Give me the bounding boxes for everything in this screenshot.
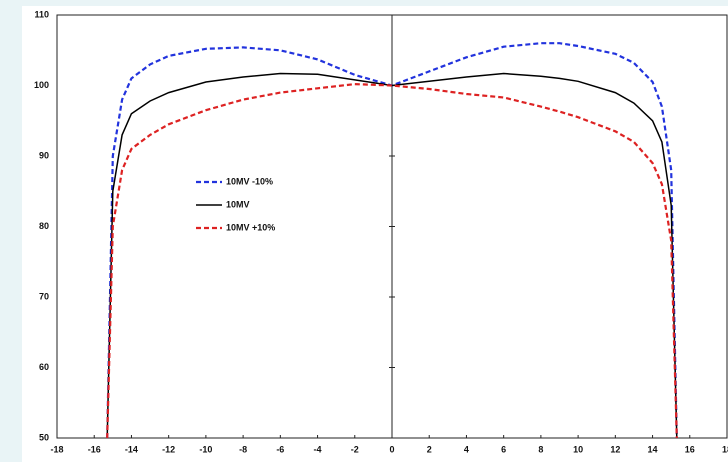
y-tick-label: 50: [39, 432, 49, 442]
x-tick-label: -18: [50, 444, 63, 454]
y-tick-label: 60: [39, 362, 49, 372]
legend-label: 10MV: [226, 199, 250, 209]
y-tick-label: 90: [39, 150, 49, 160]
x-tick-label: 16: [685, 444, 695, 454]
x-tick-label: 14: [648, 444, 658, 454]
x-tick-label: 12: [610, 444, 620, 454]
x-tick-label: 18: [722, 444, 728, 454]
x-tick-label: 4: [464, 444, 469, 454]
x-tick-label: 10: [573, 444, 583, 454]
x-tick-label: 0: [389, 444, 394, 454]
series-line: [106, 82, 678, 439]
y-tick-label: 100: [34, 80, 49, 90]
x-tick-label: 8: [538, 444, 543, 454]
x-tick-label: -6: [276, 444, 284, 454]
legend-label: 10MV -10%: [226, 176, 273, 186]
x-tick-label: -8: [239, 444, 247, 454]
x-tick-label: -10: [199, 444, 212, 454]
x-tick-label: -12: [162, 444, 175, 454]
x-tick-label: 6: [501, 444, 506, 454]
x-tick-label: -2: [351, 444, 359, 454]
series-line: [106, 72, 678, 439]
x-tick-label: 2: [427, 444, 432, 454]
x-tick-label: -14: [125, 444, 138, 454]
y-tick-label: 70: [39, 291, 49, 301]
legend-label: 10MV +10%: [226, 222, 275, 232]
y-tick-label: 80: [39, 221, 49, 231]
y-tick-label: 110: [34, 9, 49, 19]
x-tick-label: -4: [314, 444, 322, 454]
series-line: [106, 42, 678, 439]
x-tick-label: -16: [88, 444, 101, 454]
